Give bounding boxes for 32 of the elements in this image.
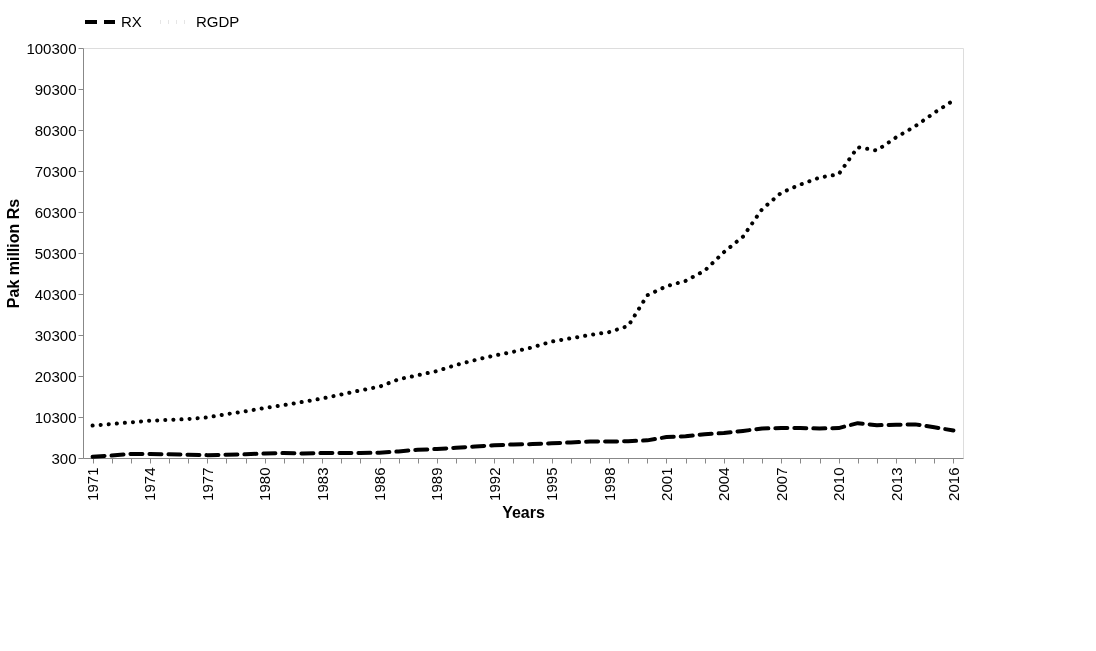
x-tick-label: 1977 bbox=[198, 467, 216, 501]
y-tick-label: 20300 bbox=[34, 367, 77, 385]
x-tick-label: 1995 bbox=[543, 467, 561, 501]
x-tick-label: 2004 bbox=[715, 467, 733, 501]
y-tick-label: 300 bbox=[51, 449, 77, 467]
line-series bbox=[90, 421, 956, 459]
y-tick-label: 100300 bbox=[26, 39, 77, 57]
x-tick-label: 1974 bbox=[141, 467, 159, 501]
x-tick-label: 2007 bbox=[772, 467, 790, 501]
y-tick-label: 60300 bbox=[34, 203, 77, 221]
x-tick-label: 1980 bbox=[256, 467, 274, 501]
legend-label: RX bbox=[121, 13, 142, 30]
x-tick-label: 1992 bbox=[485, 467, 503, 501]
x-tick-label: 2010 bbox=[830, 467, 848, 501]
x-tick-label: 1989 bbox=[428, 467, 446, 501]
y-tick-label: 40300 bbox=[34, 285, 77, 303]
x-axis-title: Years bbox=[502, 503, 545, 521]
y-tick-label: 70300 bbox=[34, 162, 77, 180]
y-tick-label: 10300 bbox=[34, 408, 77, 426]
y-tick-label: 30300 bbox=[34, 326, 77, 344]
x-tick-label: 1998 bbox=[600, 467, 618, 501]
y-tick-label: 80300 bbox=[34, 121, 77, 139]
x-tick-label: 2016 bbox=[944, 467, 962, 501]
y-axis-title: Pak million Rs bbox=[5, 198, 23, 309]
y-tick-label: 90300 bbox=[34, 80, 77, 98]
x-tick-label: 1983 bbox=[313, 467, 331, 501]
legend-label: RGDP bbox=[196, 13, 240, 30]
x-tick-label: 2001 bbox=[657, 467, 675, 501]
y-tick-label: 50300 bbox=[34, 244, 77, 262]
x-tick-label: 2013 bbox=[887, 467, 905, 501]
x-tick-label: 1986 bbox=[371, 467, 389, 501]
x-tick-label: 1971 bbox=[84, 467, 102, 501]
